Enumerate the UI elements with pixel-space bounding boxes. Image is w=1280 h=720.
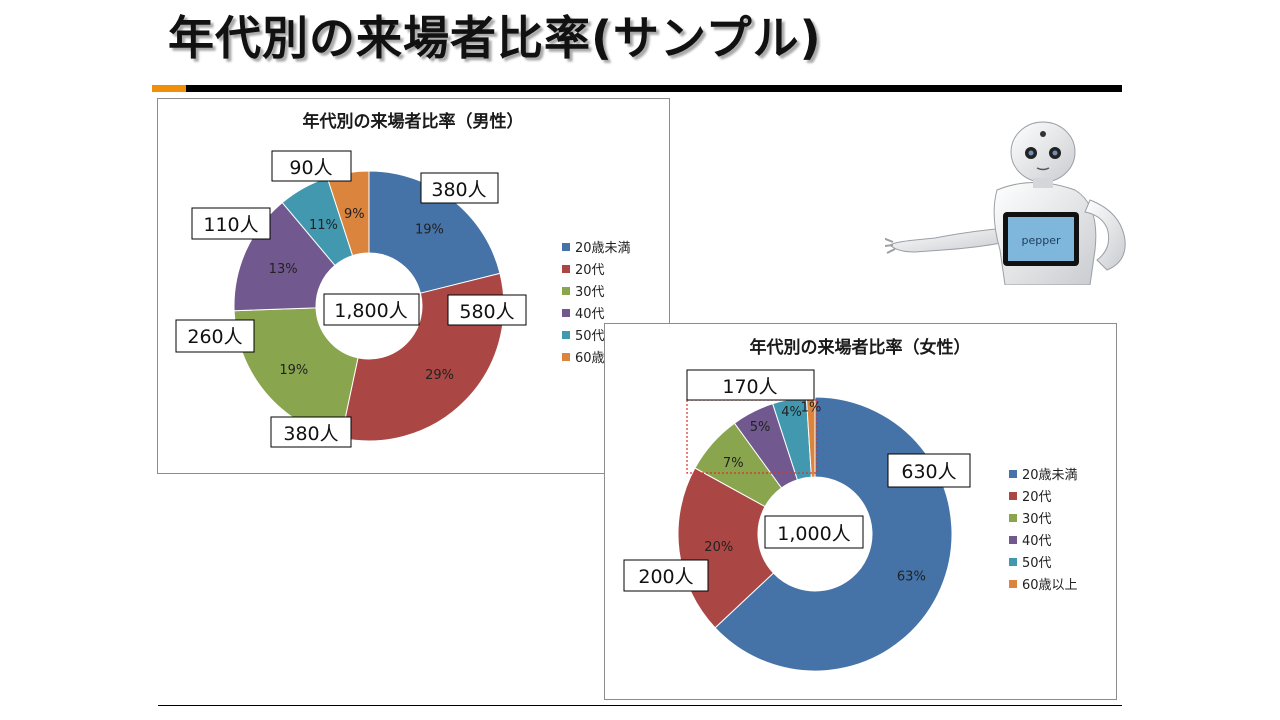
- legend-swatch: [562, 353, 570, 361]
- legend-swatch: [1009, 536, 1017, 544]
- legend-swatch: [562, 331, 570, 339]
- legend-swatch: [1009, 558, 1017, 566]
- callout-male-50s-text: 110人: [203, 214, 258, 236]
- chart-female-svg: 年代別の来場者比率（女性） 63% 20% 7% 5% 4%1% 20歳未満 20代 30代…: [623, 337, 1078, 672]
- chart-female-legend: 20歳未満 20代 30代 40代 50代 60歳以上: [1009, 468, 1078, 593]
- chart-male-percent-labels: 19% 29% 19% 13% 11% 9%: [269, 207, 454, 383]
- callout-male-total-text: 1,800人: [334, 300, 407, 322]
- chart-male: 年代別の来場者比率（男性） 19% 29% 19% 13% 11% 9% 20歳未満 20代…: [157, 98, 670, 474]
- legend-label: 30代: [575, 285, 605, 300]
- chart-female-title: 年代別の来場者比率（女性）: [750, 337, 971, 358]
- percent-label: 29%: [425, 368, 454, 383]
- legend-swatch: [1009, 492, 1017, 500]
- tablet-label: pepper: [1021, 234, 1060, 247]
- chart-female: 年代別の来場者比率（女性） 63% 20% 7% 5% 4% 1% 20歳未満 20代 30代…: [604, 323, 1117, 700]
- callout-female-20under: 630人: [887, 453, 971, 488]
- chart-male-slices: [233, 170, 505, 442]
- percent-label: 19%: [415, 223, 444, 238]
- chart-female-percent-labels: 63% 20% 7% 5% 4%1%: [704, 401, 926, 585]
- percent-label: 19%: [279, 363, 308, 378]
- callout-male-20s-text: 580人: [459, 301, 514, 323]
- percent-label: 1%: [801, 401, 822, 416]
- slide-title: 年代別の来場者比率(サンプル): [168, 11, 822, 65]
- percent-label: 9%: [344, 207, 365, 222]
- callout-male-40s-text: 260人: [187, 326, 242, 348]
- legend-label: 50代: [1022, 556, 1052, 571]
- callout-female-20s: 200人: [623, 559, 709, 592]
- legend-label: 60歳以上: [1022, 578, 1078, 593]
- callout-female-20s-text: 200人: [638, 566, 693, 588]
- callout-female-20under-text: 630人: [901, 461, 956, 483]
- legend-label: 20代: [575, 263, 605, 278]
- legend-label: 40代: [575, 307, 605, 322]
- legend-label: 30代: [1022, 512, 1052, 527]
- legend-swatch: [562, 309, 570, 317]
- pepper-robot-image: pepper: [885, 121, 1126, 285]
- legend-label: 40代: [1022, 534, 1052, 549]
- legend-swatch: [1009, 470, 1017, 478]
- legend-label: 20歳未満: [1022, 468, 1078, 483]
- percent-label: 13%: [269, 262, 298, 277]
- percent-label: 7%: [723, 456, 744, 471]
- callout-male-20under: 380人: [420, 172, 499, 204]
- legend-label: 20歳未満: [575, 241, 631, 256]
- percent-label: 20%: [704, 540, 733, 555]
- callout-male-50s: 110人: [191, 207, 271, 240]
- callout-male-20s: 580人: [447, 294, 527, 326]
- chart-male-title: 年代別の来場者比率（男性）: [303, 111, 524, 132]
- percent-label: 63%: [897, 570, 926, 585]
- legend-swatch: [562, 287, 570, 295]
- callout-male-30s: 380人: [270, 416, 352, 448]
- percent-label: 5%: [750, 420, 771, 435]
- callout-male-30s-text: 380人: [283, 423, 338, 445]
- legend-swatch: [562, 243, 570, 251]
- callout-female-small-text: 170人: [722, 376, 777, 398]
- legend-swatch: [1009, 514, 1017, 522]
- callout-male-20under-text: 380人: [431, 179, 486, 201]
- callout-male-60plus-text: 90人: [289, 157, 332, 179]
- callout-female-total-text: 1,000人: [777, 523, 850, 545]
- legend-label: 50代: [575, 329, 605, 344]
- legend-label: 20代: [1022, 490, 1052, 505]
- bottom-rule: [158, 705, 1122, 706]
- percent-label: 4%: [781, 405, 802, 420]
- title-underline-accent: [152, 85, 186, 92]
- callout-female-small: 170人: [686, 369, 815, 401]
- slice-1: [368, 170, 501, 294]
- callout-male-40s: 260人: [175, 319, 255, 353]
- legend-swatch: [1009, 580, 1017, 588]
- callout-female-total: 1,000人: [764, 515, 864, 549]
- callout-male-60plus: 90人: [271, 150, 352, 182]
- percent-label: 11%: [309, 218, 338, 233]
- title-underline: [152, 85, 1122, 92]
- callout-male-total: 1,800人: [323, 293, 420, 326]
- legend-swatch: [562, 265, 570, 273]
- chart-male-svg: 年代別の来場者比率（男性） 19% 29% 19% 13% 11% 9% 20歳未満 20代…: [175, 111, 631, 448]
